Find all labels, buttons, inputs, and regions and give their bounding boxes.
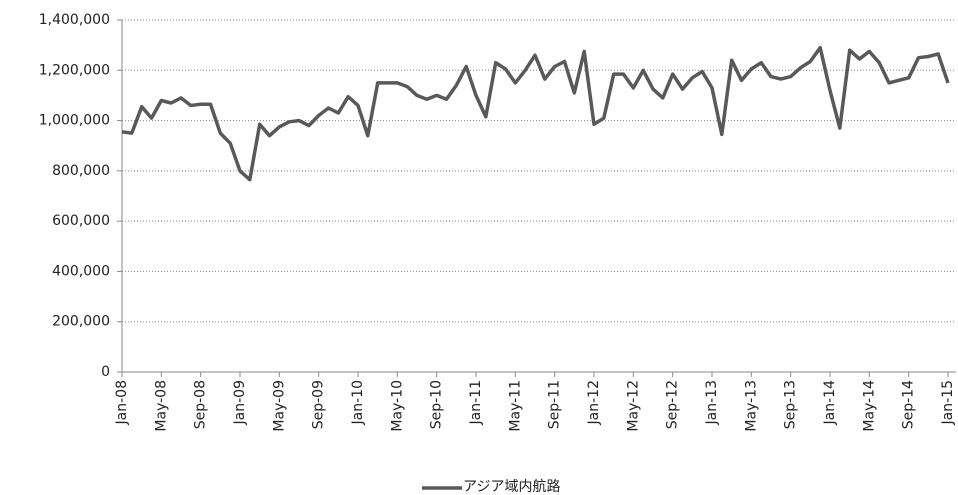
y-tick-label: 1,400,000 (39, 12, 110, 28)
x-tick-label: Jan-11 (468, 380, 484, 425)
series-line (121, 45, 950, 182)
y-tick-label: 800,000 (52, 163, 110, 179)
y-tick-label: 0 (101, 364, 110, 380)
x-tick-label: Jan-14 (822, 380, 838, 426)
x-tick-label: Jan-12 (586, 380, 602, 425)
x-tick-label: May-13 (743, 380, 759, 432)
x-tick-label: Sep-14 (901, 380, 917, 429)
x-tick-label: May-11 (507, 380, 523, 432)
x-tick-label: Sep-11 (547, 380, 563, 429)
y-tick-label: 1,000,000 (39, 113, 110, 129)
x-tick-label: May-08 (153, 380, 169, 432)
y-tick-label: 200,000 (52, 314, 110, 330)
x-tick-label: Jan-10 (350, 380, 366, 425)
y-tick-label: 1,200,000 (39, 62, 110, 78)
x-tick-label: May-12 (625, 380, 641, 432)
x-tick-label: Sep-08 (193, 380, 209, 429)
x-tick-label: Jan-08 (114, 380, 130, 425)
x-tick-label: May-10 (389, 380, 405, 432)
x-tick-label: Jan-09 (232, 380, 248, 425)
x-tick-label: Jan-15 (940, 380, 956, 425)
y-tick-label: 600,000 (52, 213, 110, 229)
x-tick-label: May-14 (861, 380, 877, 432)
x-tick-label: Sep-13 (783, 380, 799, 429)
x-tick-label: Jan-13 (704, 380, 720, 425)
x-tick-label: Sep-10 (429, 380, 445, 429)
x-tick-label: Sep-12 (665, 380, 681, 429)
x-tick-label: May-09 (271, 380, 287, 432)
y-tick-label: 400,000 (52, 263, 110, 279)
x-tick-label: Sep-09 (311, 380, 327, 429)
legend-label: アジア域内航路 (463, 479, 560, 495)
